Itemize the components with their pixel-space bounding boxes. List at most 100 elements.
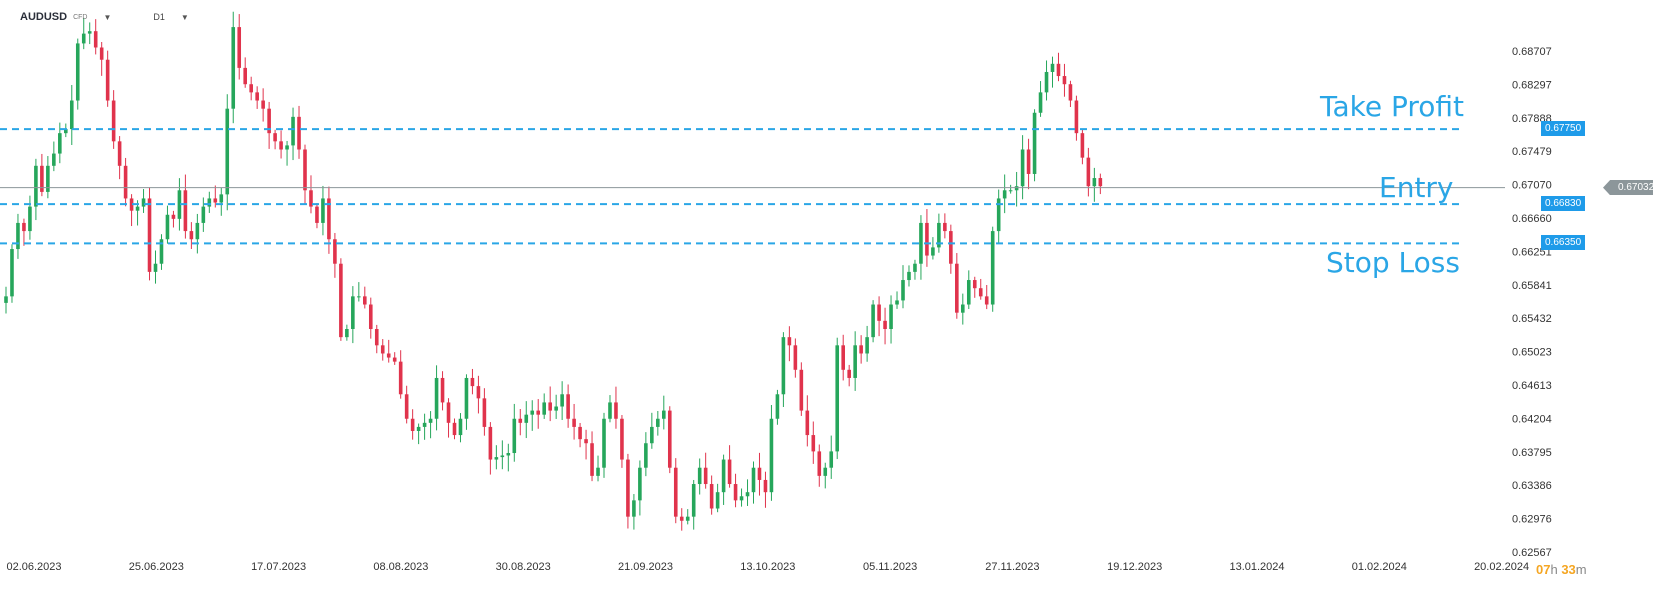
candle-down [440, 377, 445, 403]
candle-up [4, 296, 8, 303]
candle-up [195, 222, 200, 240]
candle-down [315, 206, 319, 223]
candle-up [494, 457, 499, 460]
entry-label: Entry [1379, 171, 1454, 204]
x-tick-label: 19.12.2023 [1107, 561, 1162, 573]
y-tick-label: 0.67070 [1512, 180, 1552, 192]
candle-down [978, 288, 983, 297]
candle-up [697, 467, 702, 485]
candle-down [1068, 84, 1073, 101]
y-tick-label: 0.62976 [1512, 514, 1552, 526]
current-price-pointer-icon [1603, 180, 1610, 196]
candle-up [662, 410, 666, 419]
candle-up [219, 194, 224, 203]
candle-down [799, 369, 804, 411]
candle-up [966, 280, 971, 305]
candle-up [416, 426, 421, 431]
candle-up [542, 402, 546, 415]
candle-up [69, 100, 74, 130]
candle-down [1026, 149, 1031, 174]
timeframe-dropdown-icon[interactable]: ▼ [180, 12, 189, 22]
x-tick-label: 21.09.2023 [618, 561, 673, 573]
candle-down [1074, 100, 1079, 134]
candle-down [273, 133, 277, 142]
candle-up [81, 33, 86, 44]
candle-up [638, 467, 642, 501]
y-tick-label: 0.66660 [1512, 213, 1552, 225]
candle-up [602, 418, 606, 468]
candle-up [775, 394, 780, 419]
candle-down [1086, 157, 1091, 187]
symbol-name[interactable]: AUDUSD [20, 11, 68, 23]
y-tick-label: 0.65432 [1512, 313, 1552, 325]
y-tick-label: 0.64613 [1512, 380, 1552, 392]
candle-up [1032, 112, 1037, 174]
take-profit-label: Take Profit [1320, 90, 1465, 123]
candle-down [22, 222, 26, 232]
candle-down [859, 345, 863, 354]
candle-down [757, 467, 762, 480]
candle-up [321, 198, 325, 223]
candle-down [243, 67, 247, 85]
candle-up [835, 345, 840, 452]
y-tick-label: 0.64204 [1512, 413, 1552, 425]
y-tick-label: 0.62567 [1512, 547, 1552, 559]
candle-up [1014, 186, 1019, 191]
candle-down [709, 484, 714, 509]
candle-down [566, 394, 570, 419]
stop-loss-price-tag: 0.66350 [1541, 235, 1586, 251]
candle-down [171, 214, 176, 219]
candle-up [554, 406, 558, 411]
entry-price-tag: 0.66830 [1541, 196, 1586, 212]
candle-up [351, 296, 355, 329]
x-tick-label: 02.06.2023 [6, 561, 61, 573]
candle-down [811, 435, 816, 452]
candle-down [626, 459, 630, 517]
candle-up [829, 451, 834, 468]
x-tick-label: 25.06.2023 [129, 561, 184, 573]
countdown-hours: 07 [1536, 562, 1551, 577]
candle-down [368, 304, 373, 329]
candle-down [488, 426, 493, 460]
y-tick-label: 0.65023 [1512, 347, 1552, 359]
timeframe-select[interactable]: D1 [153, 12, 165, 22]
countdown-hours-unit: h [1550, 562, 1558, 577]
candle-down [793, 345, 798, 370]
candle-down [584, 439, 588, 444]
stop-loss-label: Stop Loss [1326, 246, 1460, 279]
candle-up [931, 247, 935, 256]
candle-down [847, 369, 851, 378]
x-tick-label: 01.02.2024 [1352, 561, 1407, 573]
candle-up [781, 337, 786, 395]
symbol-dropdown-icon[interactable]: ▼ [103, 12, 112, 22]
candle-down [404, 394, 409, 419]
candle-down [297, 116, 301, 150]
candle-up [1050, 63, 1055, 72]
symbol-type: CFD [73, 13, 88, 21]
candle-down [1056, 63, 1061, 77]
candle-up [632, 500, 636, 517]
candle-down [446, 402, 451, 423]
candle-down [620, 418, 624, 460]
candle-up [153, 263, 158, 272]
candle-up [177, 190, 182, 219]
x-tick-label: 27.11.2023 [985, 561, 1039, 573]
candle-down [386, 353, 391, 358]
candle-up [159, 239, 164, 264]
candle-up [1044, 71, 1049, 93]
candle-up [345, 328, 349, 338]
candle-down [117, 141, 122, 166]
y-tick-label: 0.68707 [1512, 46, 1552, 58]
candle-up [434, 377, 439, 419]
candle-down [105, 59, 110, 101]
countdown-minutes: 33 [1561, 562, 1576, 577]
candle-up [853, 345, 857, 378]
candle-down [309, 190, 313, 207]
candle-down [733, 484, 738, 501]
candle-up [1008, 190, 1013, 192]
candle-down [99, 47, 104, 60]
candle-up [823, 467, 828, 476]
candle-up [428, 418, 433, 423]
candle-down [482, 398, 487, 427]
